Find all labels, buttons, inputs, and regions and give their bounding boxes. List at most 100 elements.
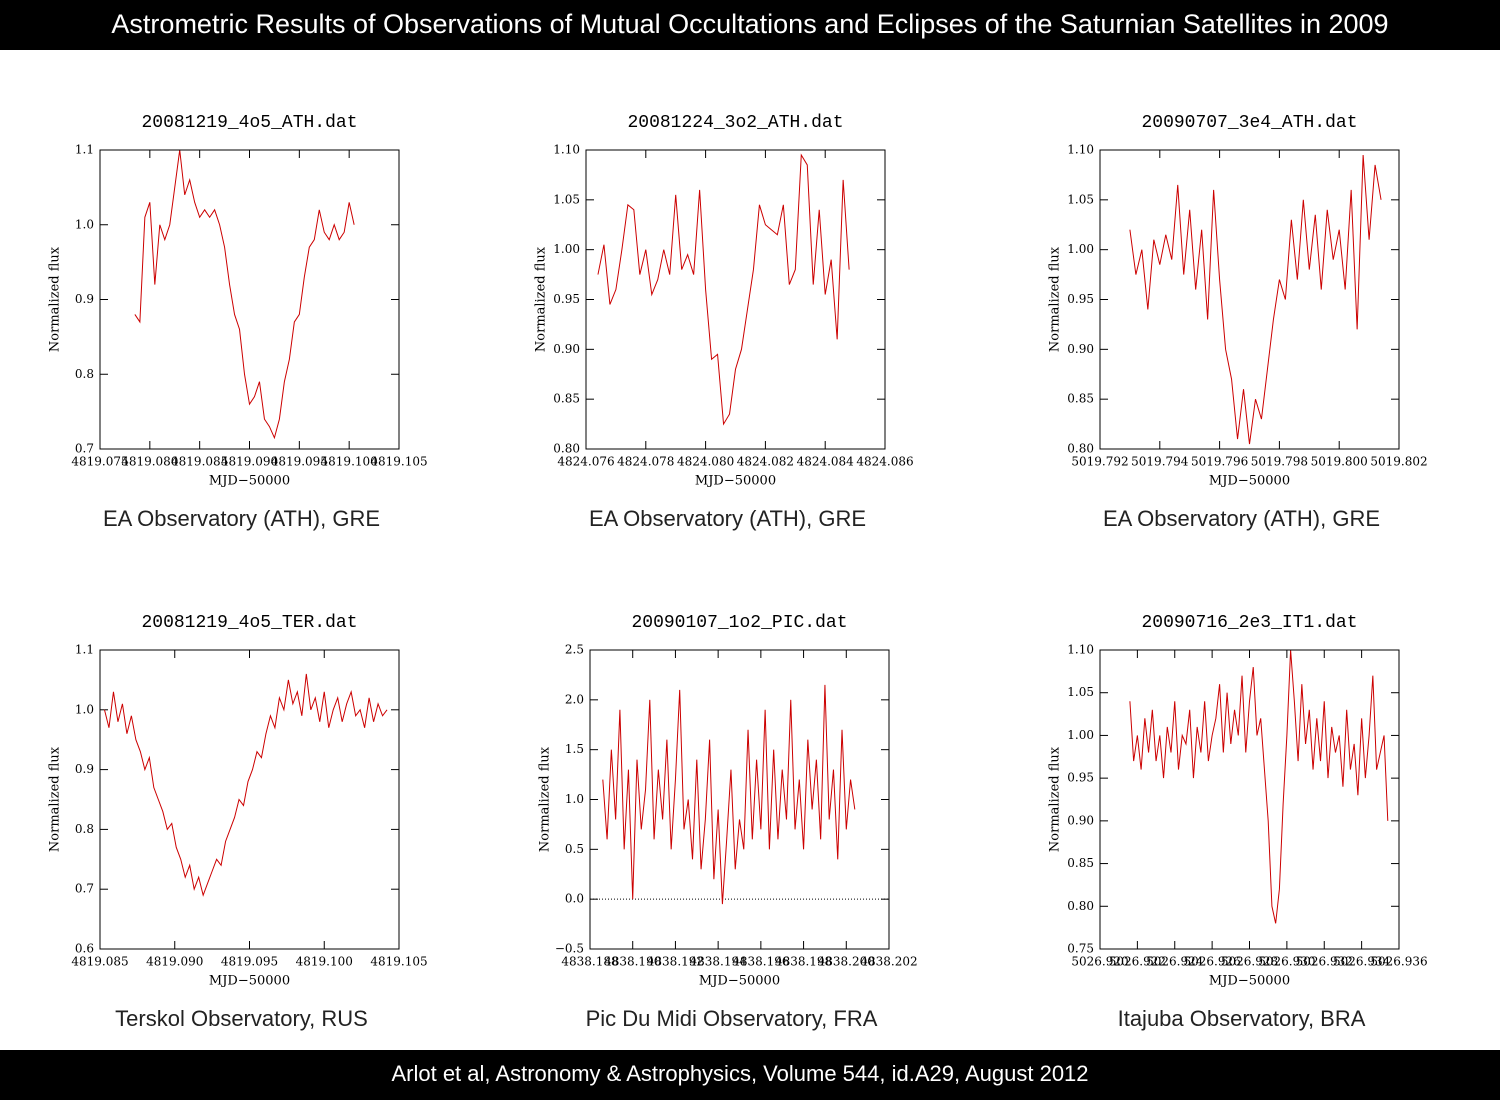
y-tick-label: 0.90 — [1067, 813, 1094, 827]
y-axis-label: Normalized flux — [534, 246, 549, 352]
y-tick-label: 1.0 — [75, 702, 94, 716]
plot-frame — [1099, 649, 1400, 950]
x-tick-label: 5026.934 — [1333, 955, 1391, 969]
x-tick-label: 4819.100 — [321, 455, 378, 469]
plot-frame — [589, 649, 890, 950]
panel-title: 20081219_4o5_TER.dat — [141, 613, 357, 633]
x-tick-label: 4838.202 — [860, 955, 917, 969]
x-tick-label: 4838.188 — [561, 955, 618, 969]
y-tick-label: 0.7 — [75, 442, 94, 456]
x-tick-label: 4824.080 — [677, 455, 734, 469]
y-tick-label: 0.6 — [75, 942, 94, 956]
y-tick-label: 1.05 — [1067, 192, 1094, 206]
y-tick-label: 0.9 — [75, 292, 94, 306]
flux-line — [597, 153, 850, 426]
y-tick-label: 0.5 — [565, 842, 584, 856]
x-axis-label: MJD−50000 — [1209, 974, 1290, 989]
panel-title: 20090716_2e3_IT1.dat — [1141, 613, 1357, 633]
y-tick-label: 1.05 — [553, 192, 580, 206]
x-tick-label: 4824.084 — [797, 455, 855, 469]
y-tick-label: 1.10 — [1067, 143, 1094, 157]
x-tick-label: 5019.794 — [1131, 455, 1189, 469]
y-tick-label: 1.00 — [1067, 728, 1094, 742]
plot-frame — [99, 149, 400, 450]
x-tick-label: 5026.920 — [1071, 955, 1128, 969]
x-tick-label: 4824.082 — [737, 455, 794, 469]
x-tick-label: 4819.095 — [221, 955, 278, 969]
y-axis-label: Normalized flux — [48, 246, 63, 352]
observatory-caption: Itajuba Observatory, BRA — [1118, 1006, 1366, 1031]
x-axis-label: MJD−50000 — [699, 974, 780, 989]
flux-line — [1129, 649, 1389, 924]
x-tick-label: 5026.926 — [1183, 955, 1240, 969]
y-tick-label: 0.95 — [1067, 771, 1094, 785]
x-tick-label: 4819.100 — [296, 955, 353, 969]
x-tick-label: 5026.936 — [1370, 955, 1427, 969]
flux-line — [103, 673, 388, 897]
x-tick-label: 5019.800 — [1311, 455, 1368, 469]
x-tick-label: 5019.798 — [1251, 455, 1308, 469]
y-tick-label: 0.90 — [1067, 342, 1094, 356]
x-tick-label: 4819.105 — [370, 955, 427, 969]
x-tick-label: 5026.930 — [1258, 955, 1315, 969]
y-tick-label: 0.80 — [1067, 442, 1094, 456]
x-tick-label: 5019.792 — [1071, 455, 1128, 469]
x-axis-label: MJD−50000 — [209, 974, 290, 989]
y-tick-label: 1.5 — [565, 742, 584, 756]
panel-title: 20081219_4o5_ATH.dat — [141, 113, 357, 133]
observatory-caption: EA Observatory (ATH), GRE — [103, 506, 380, 531]
x-tick-label: 4819.080 — [121, 455, 178, 469]
x-tick-label: 4838.194 — [690, 955, 748, 969]
header-band — [0, 0, 1500, 50]
observatory-caption: EA Observatory (ATH), GRE — [1103, 506, 1380, 531]
panel-title: 20090707_3e4_ATH.dat — [1141, 113, 1357, 133]
x-tick-label: 5026.928 — [1221, 955, 1278, 969]
y-tick-label: 0.95 — [553, 292, 580, 306]
flux-line — [1129, 154, 1382, 445]
y-tick-label: 0.9 — [75, 762, 94, 776]
panel-title: 20081224_3o2_ATH.dat — [627, 113, 843, 133]
plot-frame — [585, 149, 886, 450]
y-tick-label: 0.90 — [553, 342, 580, 356]
y-tick-label: 1.1 — [75, 143, 94, 157]
y-axis-label: Normalized flux — [538, 746, 553, 852]
x-axis-label: MJD−50000 — [695, 474, 776, 489]
y-tick-label: 0.8 — [75, 822, 94, 836]
plot-frame — [99, 649, 400, 950]
y-tick-label: 0.0 — [565, 892, 584, 906]
x-tick-label: 4838.196 — [732, 955, 789, 969]
x-tick-label: 5026.932 — [1296, 955, 1353, 969]
x-tick-label: 4819.090 — [221, 455, 278, 469]
y-tick-label: 1.10 — [1067, 643, 1094, 657]
x-tick-label: 4838.198 — [775, 955, 832, 969]
y-tick-label: 0.7 — [75, 882, 94, 896]
x-tick-label: 4819.085 — [171, 455, 228, 469]
x-tick-label: 5019.802 — [1370, 455, 1427, 469]
x-tick-label: 5026.922 — [1109, 955, 1166, 969]
y-tick-label: 0.85 — [553, 392, 580, 406]
panel-title: 20090107_1o2_PIC.dat — [631, 613, 847, 633]
y-axis-label: Normalized flux — [1048, 746, 1063, 852]
x-tick-label: 4838.192 — [647, 955, 704, 969]
y-tick-label: 1.00 — [553, 242, 580, 256]
y-tick-label: 0.8 — [75, 367, 94, 381]
x-tick-label: 4819.085 — [71, 955, 128, 969]
x-tick-label: 4819.095 — [271, 455, 328, 469]
y-tick-label: 1.1 — [75, 643, 94, 657]
y-tick-label: 0.85 — [1067, 392, 1094, 406]
footer-band — [0, 1050, 1500, 1100]
x-tick-label: 4819.105 — [370, 455, 427, 469]
observatory-caption: EA Observatory (ATH), GRE — [589, 506, 866, 531]
plot-frame — [1099, 149, 1400, 450]
slide-title: Astrometric Results of Observations of M… — [111, 9, 1388, 39]
flux-line — [602, 684, 856, 905]
x-tick-label: 4838.200 — [818, 955, 875, 969]
y-tick-label: 1.10 — [553, 143, 580, 157]
x-tick-label: 4824.078 — [617, 455, 674, 469]
y-axis-label: Normalized flux — [1048, 246, 1063, 352]
flux-line — [134, 149, 355, 440]
x-axis-label: MJD−50000 — [1209, 474, 1290, 489]
observatory-caption: Terskol Observatory, RUS — [115, 1006, 368, 1031]
y-tick-label: 1.0 — [75, 217, 94, 231]
